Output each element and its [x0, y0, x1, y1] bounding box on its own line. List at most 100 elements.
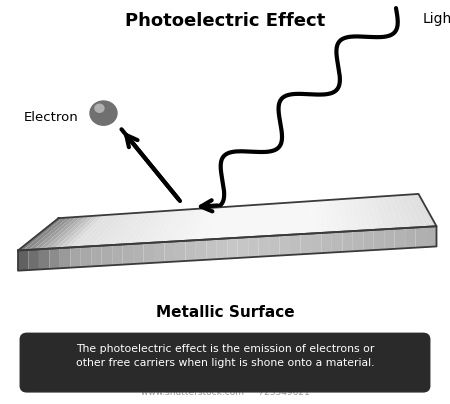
Polygon shape — [233, 205, 248, 238]
Polygon shape — [122, 244, 133, 265]
Polygon shape — [154, 242, 164, 263]
Polygon shape — [91, 214, 126, 246]
Polygon shape — [154, 210, 180, 242]
Polygon shape — [91, 246, 102, 267]
Polygon shape — [374, 197, 389, 229]
Polygon shape — [392, 196, 410, 228]
Polygon shape — [164, 241, 175, 262]
Polygon shape — [248, 237, 259, 257]
Polygon shape — [324, 200, 332, 233]
Polygon shape — [360, 198, 373, 230]
Polygon shape — [149, 210, 176, 243]
Polygon shape — [201, 207, 220, 240]
Polygon shape — [311, 233, 321, 254]
Polygon shape — [70, 215, 108, 247]
Polygon shape — [416, 227, 426, 248]
Polygon shape — [269, 235, 279, 256]
Polygon shape — [410, 194, 431, 227]
Polygon shape — [144, 242, 154, 263]
Polygon shape — [185, 240, 196, 261]
Polygon shape — [310, 201, 316, 234]
Polygon shape — [60, 215, 99, 248]
Polygon shape — [290, 202, 297, 235]
Polygon shape — [405, 227, 416, 248]
Polygon shape — [133, 243, 144, 264]
Polygon shape — [279, 235, 290, 256]
Polygon shape — [54, 216, 94, 248]
Polygon shape — [338, 199, 347, 232]
Polygon shape — [206, 207, 225, 240]
Text: Metallic Surface: Metallic Surface — [156, 305, 294, 320]
Polygon shape — [144, 210, 171, 243]
Polygon shape — [112, 213, 144, 245]
Polygon shape — [342, 199, 353, 231]
Polygon shape — [28, 217, 72, 250]
Polygon shape — [196, 208, 216, 240]
Polygon shape — [217, 206, 234, 239]
Polygon shape — [387, 196, 405, 228]
Polygon shape — [159, 210, 184, 242]
Polygon shape — [264, 204, 274, 236]
Polygon shape — [222, 206, 238, 239]
Polygon shape — [384, 229, 395, 249]
Polygon shape — [227, 206, 243, 238]
Polygon shape — [346, 198, 358, 231]
Polygon shape — [374, 229, 384, 250]
Polygon shape — [315, 200, 321, 233]
Polygon shape — [342, 231, 353, 252]
Polygon shape — [426, 226, 436, 247]
Polygon shape — [206, 239, 217, 260]
Polygon shape — [290, 234, 301, 255]
Polygon shape — [217, 238, 227, 259]
Polygon shape — [117, 212, 148, 245]
Polygon shape — [175, 241, 185, 262]
Polygon shape — [332, 232, 342, 252]
Polygon shape — [212, 206, 230, 239]
Polygon shape — [76, 215, 112, 247]
Polygon shape — [34, 217, 76, 250]
Polygon shape — [196, 240, 206, 260]
Polygon shape — [102, 213, 135, 246]
Polygon shape — [301, 234, 311, 255]
Polygon shape — [353, 230, 363, 251]
Polygon shape — [321, 232, 332, 253]
Text: The photoelectric effect is the emission of electrons or
other free carriers whe: The photoelectric effect is the emission… — [76, 344, 374, 368]
Polygon shape — [81, 246, 91, 267]
Polygon shape — [301, 202, 306, 234]
Polygon shape — [96, 213, 130, 246]
Polygon shape — [279, 203, 288, 235]
Text: Electron: Electron — [24, 111, 79, 124]
Polygon shape — [122, 212, 153, 244]
Polygon shape — [405, 195, 426, 227]
Polygon shape — [50, 248, 60, 269]
Polygon shape — [238, 237, 248, 258]
Polygon shape — [363, 230, 374, 250]
FancyBboxPatch shape — [20, 333, 430, 392]
Polygon shape — [227, 238, 238, 259]
Polygon shape — [306, 201, 311, 234]
Polygon shape — [50, 216, 90, 248]
Polygon shape — [285, 202, 293, 235]
Polygon shape — [274, 203, 284, 236]
Polygon shape — [170, 209, 194, 242]
Polygon shape — [259, 236, 269, 257]
Polygon shape — [295, 202, 302, 234]
Polygon shape — [333, 199, 342, 232]
Polygon shape — [238, 205, 252, 238]
Polygon shape — [102, 245, 112, 266]
Polygon shape — [70, 247, 81, 267]
Polygon shape — [107, 213, 140, 245]
Polygon shape — [23, 217, 68, 250]
Polygon shape — [248, 204, 261, 237]
Polygon shape — [112, 244, 122, 265]
Text: www.shutterstock.com  ·  723349621: www.shutterstock.com · 723349621 — [140, 388, 310, 397]
Polygon shape — [60, 247, 70, 268]
Polygon shape — [259, 204, 270, 237]
Polygon shape — [395, 228, 405, 249]
Polygon shape — [18, 250, 28, 271]
Polygon shape — [269, 203, 279, 236]
Polygon shape — [164, 209, 189, 242]
Polygon shape — [28, 249, 39, 270]
Polygon shape — [39, 248, 50, 269]
Polygon shape — [243, 205, 256, 238]
